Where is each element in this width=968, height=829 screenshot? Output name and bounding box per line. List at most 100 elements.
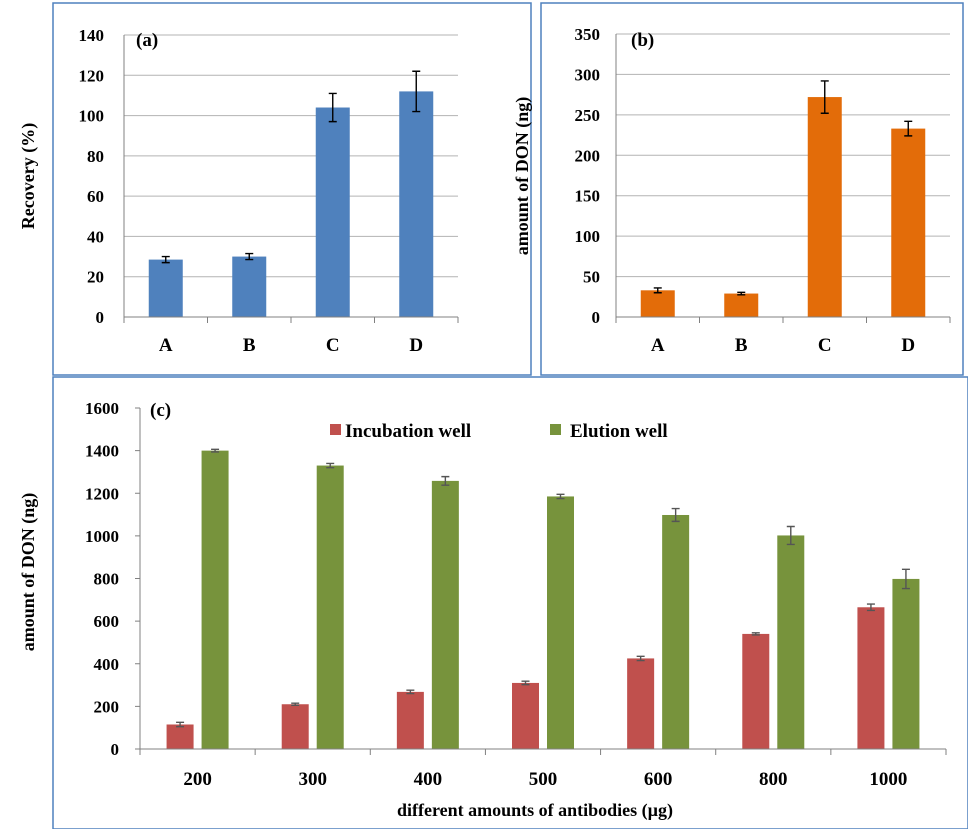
panel-c-frame bbox=[52, 376, 968, 829]
error-bar bbox=[904, 120, 913, 137]
bar bbox=[891, 128, 926, 317]
y-tick-label: 350 bbox=[575, 25, 601, 44]
panel-b-label: (b) bbox=[631, 30, 654, 51]
bar bbox=[662, 514, 690, 749]
chart-panel-a: 0 20 40 60 80 100 120 140 A B C D (a) Recovery (%) bbox=[18, 26, 459, 356]
panel-c-x-axis-label: different amounts of antibodies (µg) bbox=[397, 800, 673, 821]
panel-c-x-ticks: 200 300 400 500 600 800 1000 bbox=[139, 408, 947, 790]
panel-c-y-axis-label: amount of DON (ng) bbox=[18, 493, 39, 652]
bar bbox=[640, 290, 675, 317]
panel-c-y-ticks: 0 200 400 600 800 1000 1200 1400 1600 bbox=[85, 399, 140, 759]
panel-c-bars bbox=[166, 450, 920, 749]
bar bbox=[399, 91, 434, 318]
bar bbox=[281, 704, 309, 749]
y-tick-label: 200 bbox=[94, 697, 120, 716]
error-bar bbox=[441, 475, 450, 486]
y-tick-label: 120 bbox=[79, 66, 105, 85]
legend-label-elution: Elution well bbox=[570, 421, 668, 442]
x-tick-label: 800 bbox=[759, 769, 788, 790]
bar bbox=[857, 607, 885, 749]
y-tick-label: 0 bbox=[592, 308, 601, 327]
y-tick-label: 50 bbox=[583, 268, 600, 287]
y-tick-label: 300 bbox=[575, 65, 601, 84]
error-bar bbox=[866, 603, 875, 612]
error-bar bbox=[556, 493, 565, 500]
x-tick-label: C bbox=[818, 335, 832, 356]
error-bar bbox=[161, 255, 170, 264]
x-tick-label: 600 bbox=[644, 769, 673, 790]
error-bar bbox=[245, 252, 254, 261]
bar bbox=[627, 658, 655, 749]
legend-swatch-elution bbox=[550, 424, 561, 435]
legend-label-incubation: Incubation well bbox=[345, 421, 471, 442]
bar bbox=[316, 465, 344, 749]
error-bar bbox=[786, 525, 795, 546]
chart-panel-b: 0 50 100 150 200 250 300 350 A B C D (b) amount of… bbox=[512, 25, 951, 356]
panel-c-error-bars bbox=[176, 448, 910, 728]
bar bbox=[547, 496, 574, 749]
x-tick-label: D bbox=[901, 335, 915, 356]
y-tick-label: 140 bbox=[79, 26, 105, 45]
bar bbox=[742, 633, 770, 749]
y-tick-label: 20 bbox=[87, 268, 104, 287]
panel-a-error-bars bbox=[161, 70, 421, 264]
x-tick-label: A bbox=[651, 335, 665, 356]
error-bar bbox=[328, 92, 337, 123]
bar bbox=[807, 97, 842, 317]
y-tick-label: 1400 bbox=[85, 442, 119, 461]
bar bbox=[315, 107, 350, 317]
panel-b-bars bbox=[640, 97, 926, 317]
error-bar bbox=[901, 568, 910, 590]
panel-a-label: (a) bbox=[136, 30, 158, 51]
chart-panel-c: 0 200 400 600 800 1000 1200 1400 1600 200 300 400 5… bbox=[18, 399, 947, 821]
y-tick-label: 100 bbox=[79, 107, 105, 126]
x-tick-label: C bbox=[326, 335, 340, 356]
panel-a-y-axis-label: Recovery (%) bbox=[18, 123, 39, 229]
error-bar bbox=[636, 655, 645, 662]
bar bbox=[166, 724, 194, 749]
y-tick-label: 1600 bbox=[85, 399, 119, 418]
error-bar bbox=[176, 721, 185, 728]
panel-b-error-bars bbox=[653, 80, 913, 296]
y-tick-label: 100 bbox=[575, 227, 601, 246]
x-tick-label: 1000 bbox=[869, 769, 907, 790]
bar bbox=[431, 480, 459, 749]
x-tick-label: 200 bbox=[183, 769, 212, 790]
panel-a-x-ticks: A B C D bbox=[123, 35, 459, 356]
y-tick-label: 1200 bbox=[85, 484, 119, 503]
panel-b-y-axis-label: amount of DON (ng) bbox=[512, 97, 533, 256]
bar bbox=[148, 259, 183, 317]
x-tick-label: 300 bbox=[298, 769, 327, 790]
legend-swatch-incubation bbox=[330, 424, 341, 435]
bar bbox=[777, 535, 805, 749]
error-bar bbox=[521, 680, 530, 686]
panel-b-x-ticks: A B C D bbox=[615, 34, 951, 356]
y-tick-label: 80 bbox=[87, 147, 104, 166]
y-tick-label: 150 bbox=[575, 187, 601, 206]
x-tick-label: 500 bbox=[529, 769, 558, 790]
error-bar bbox=[737, 291, 746, 296]
bar bbox=[892, 578, 920, 749]
panel-c-legend: Incubation well Elution well bbox=[330, 421, 668, 442]
y-tick-label: 0 bbox=[111, 740, 120, 759]
x-tick-label: B bbox=[735, 335, 748, 356]
panel-a-bars bbox=[148, 91, 434, 318]
panel-a-y-ticks: 0 20 40 60 80 100 120 140 bbox=[79, 26, 105, 327]
x-tick-label: D bbox=[409, 335, 423, 356]
error-bar bbox=[406, 689, 415, 695]
bar bbox=[232, 256, 267, 317]
error-bar bbox=[751, 632, 760, 636]
y-tick-label: 600 bbox=[94, 612, 120, 631]
y-tick-label: 400 bbox=[94, 655, 120, 674]
y-tick-label: 200 bbox=[575, 146, 601, 165]
bar bbox=[512, 682, 539, 749]
error-bar bbox=[820, 80, 829, 114]
bar bbox=[724, 293, 759, 317]
error-bar bbox=[211, 448, 220, 453]
panel-b-y-ticks: 0 50 100 150 200 250 300 350 bbox=[575, 25, 601, 327]
panel-a-frame bbox=[52, 2, 532, 376]
error-bar bbox=[291, 702, 300, 707]
y-tick-label: 0 bbox=[96, 308, 105, 327]
x-tick-label: A bbox=[159, 335, 173, 356]
